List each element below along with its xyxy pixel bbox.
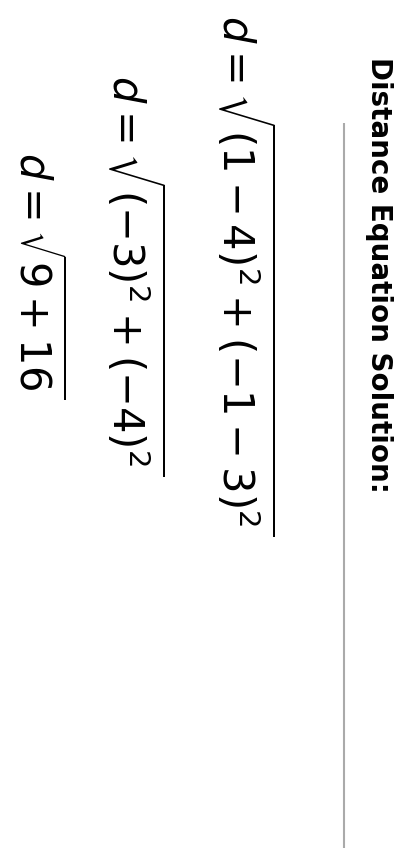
Text: $d = \sqrt{(-3)^2+(-4)^2}$: $d = \sqrt{(-3)^2+(-4)^2}$	[103, 75, 165, 476]
Text: $d = \sqrt{9+16}$: $d = \sqrt{9+16}$	[11, 153, 63, 399]
Text: Distance Equation Solution:: Distance Equation Solution:	[365, 58, 392, 494]
Text: $d = \sqrt{(1-4)^2+(-1-3)^2}$: $d = \sqrt{(1-4)^2+(-1-3)^2}$	[213, 15, 275, 536]
